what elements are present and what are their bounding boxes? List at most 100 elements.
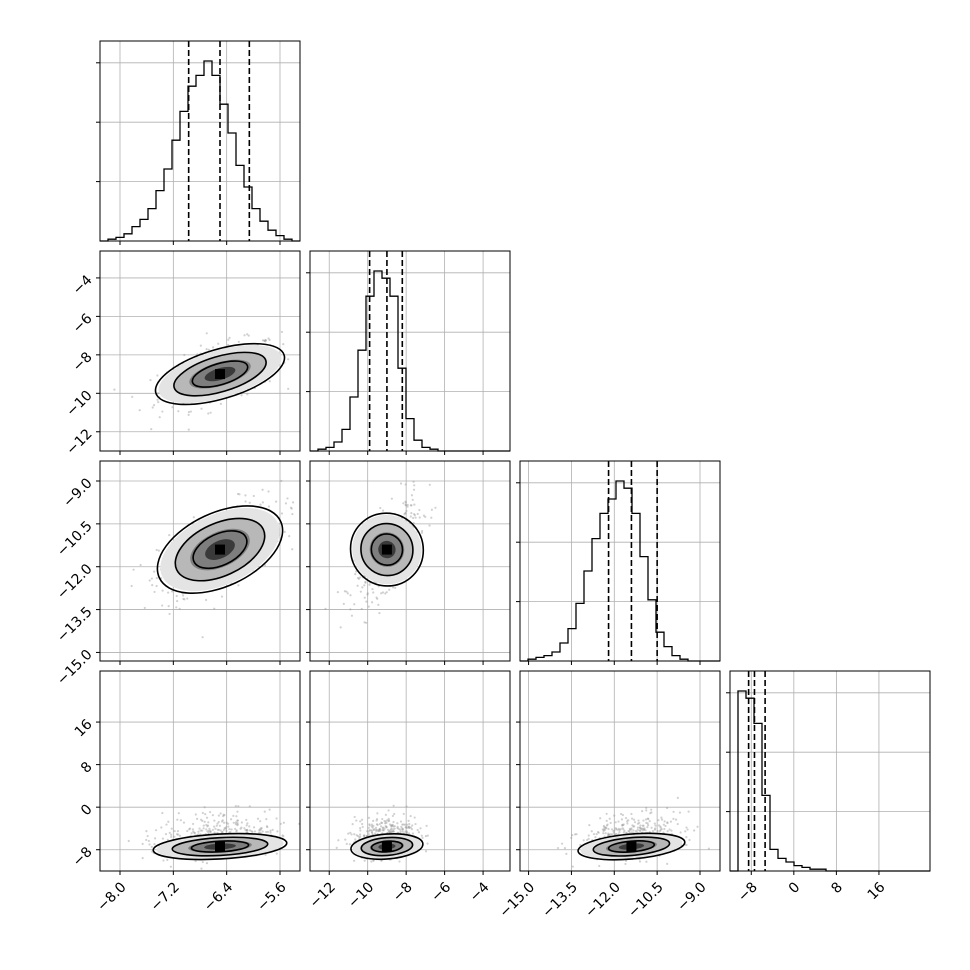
histogram-2 [520, 480, 720, 662]
sample-point [674, 818, 678, 821]
sample-point [244, 828, 247, 832]
sample-point [228, 336, 231, 339]
sample-point [200, 818, 203, 821]
sample-point [238, 493, 241, 496]
sample-point [419, 827, 422, 830]
sample-point [411, 824, 414, 827]
sample-point [209, 810, 212, 814]
sample-point [127, 839, 130, 843]
contour-0 [156, 505, 284, 594]
sample-point [237, 805, 240, 808]
sample-point [379, 506, 382, 510]
sample-point [336, 590, 340, 594]
y-tick-label: −8 [70, 349, 96, 375]
sample-point [391, 830, 394, 833]
sample-point [212, 346, 215, 349]
sample-point [263, 339, 266, 342]
sample-point [666, 806, 669, 810]
sample-point [406, 826, 409, 830]
sample-point [198, 827, 201, 830]
sample-point [268, 338, 271, 341]
sample-point [145, 838, 148, 842]
sample-point [275, 500, 278, 503]
sample-point [179, 819, 183, 822]
sample-point [603, 826, 606, 829]
sample-point [638, 821, 641, 825]
sample-point [668, 828, 671, 831]
sample-point [373, 832, 377, 835]
sample-point [684, 830, 687, 833]
sample-point [606, 823, 609, 826]
sample-point [151, 584, 154, 587]
sample-point [659, 828, 662, 831]
sample-point [206, 824, 210, 827]
sample-point [187, 428, 190, 431]
contour-1 [171, 836, 269, 857]
sample-point [246, 393, 249, 396]
sample-point [621, 823, 624, 826]
sample-point [693, 829, 696, 832]
sample-point [239, 827, 242, 830]
sample-point [245, 828, 248, 832]
sample-point [656, 829, 659, 833]
sample-point [306, 822, 308, 824]
sample-point [622, 831, 625, 834]
sample-point [212, 825, 216, 828]
sample-point [228, 827, 231, 831]
sample-point [588, 824, 591, 827]
y-tick-label: −10 [63, 388, 95, 420]
sample-point [381, 817, 384, 821]
sample-point [367, 830, 370, 833]
sample-point [599, 817, 602, 820]
sample-point [371, 587, 374, 591]
sample-point [399, 482, 403, 485]
sample-point [390, 830, 393, 834]
sample-point [261, 830, 264, 833]
sample-point [688, 838, 691, 842]
sample-point [601, 828, 604, 831]
sample-point [614, 827, 617, 830]
sample-point [324, 607, 327, 610]
sample-point [412, 480, 415, 483]
sample-point [302, 376, 304, 378]
sample-point [211, 814, 214, 817]
sample-point [654, 827, 657, 830]
sample-point [640, 827, 643, 830]
sample-point [642, 824, 645, 827]
sample-point [378, 828, 381, 832]
panel-3-2: −15.0 −13.5 −12.0 −10.5 −9.0 [497, 670, 721, 921]
sample-point [363, 621, 366, 624]
sample-point [205, 828, 208, 831]
sample-point [404, 512, 407, 515]
sample-point [151, 406, 154, 409]
sample-point [370, 831, 374, 834]
sample-point [267, 505, 271, 508]
x-tick-label: 16 [865, 879, 889, 903]
sample-point [224, 826, 228, 829]
panel-frame [309, 460, 511, 662]
sample-point [638, 860, 642, 863]
sample-point [276, 830, 279, 833]
sample-point [610, 828, 614, 831]
sample-point [354, 573, 357, 576]
sample-point [621, 824, 624, 827]
contour-0 [349, 512, 425, 587]
sample-point [685, 843, 688, 847]
sample-point [217, 342, 220, 345]
sample-point [219, 829, 222, 832]
sample-point [645, 809, 648, 812]
sample-point [657, 819, 660, 822]
sample-point [409, 814, 412, 818]
sample-point [407, 825, 411, 828]
sample-point [393, 827, 396, 830]
scatter-2-0 [130, 479, 295, 639]
sample-point [372, 819, 375, 822]
sample-point [236, 810, 239, 813]
contour-2 [190, 840, 250, 853]
sample-point [359, 590, 362, 593]
sample-point [269, 829, 272, 832]
sample-point [385, 825, 388, 829]
sample-point [252, 494, 255, 498]
sample-point [387, 829, 391, 833]
sample-point [396, 826, 399, 830]
